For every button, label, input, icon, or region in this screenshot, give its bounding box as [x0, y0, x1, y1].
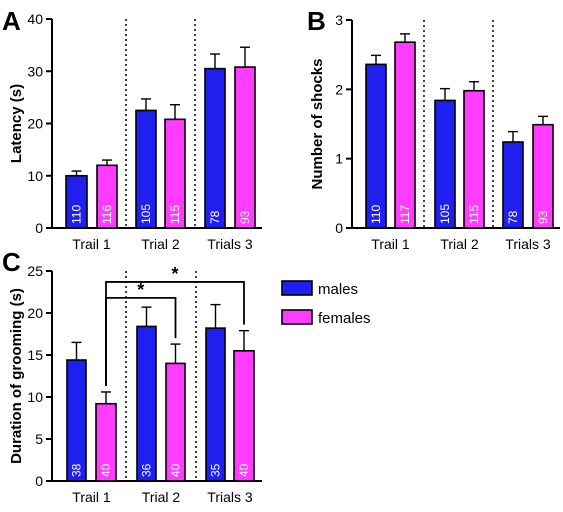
- n-label: 78: [208, 210, 222, 224]
- significance-star: *: [171, 264, 178, 284]
- n-label: 40: [169, 463, 183, 477]
- y-tick-label: 1: [335, 151, 343, 167]
- bar-males: [66, 359, 87, 482]
- n-label: 117: [398, 205, 412, 224]
- n-label: 110: [369, 205, 383, 224]
- n-label: 105: [139, 204, 153, 224]
- n-label: 40: [237, 463, 251, 477]
- y-tick-label: 30: [27, 63, 43, 79]
- y-tick-label: 15: [27, 347, 43, 363]
- n-label: 93: [536, 210, 550, 224]
- y-axis-label: Latency (s): [8, 84, 25, 163]
- y-axis-label: Duration of grooming (s): [8, 288, 25, 464]
- y-tick-label: 3: [335, 12, 343, 28]
- legend: males females: [281, 280, 371, 327]
- n-label: 115: [467, 205, 481, 224]
- x-tick-label: Trail 1: [72, 489, 111, 505]
- n-label: 78: [506, 210, 520, 224]
- bar-females: [394, 41, 416, 229]
- significance-star: *: [137, 280, 144, 300]
- x-tick-label: Trial 2: [141, 236, 180, 252]
- n-label: 40: [99, 463, 113, 477]
- bar-males: [204, 67, 226, 229]
- y-axis-label: Number of shocks: [309, 59, 326, 190]
- y-tick-label: 25: [27, 263, 43, 279]
- x-tick-label: Trials 3: [505, 236, 551, 252]
- n-label: 35: [209, 463, 223, 477]
- bar-females: [165, 362, 186, 482]
- x-tick-label: Trials 3: [207, 236, 253, 252]
- bar-males: [365, 63, 387, 229]
- panel-b: B 0 1 2 3 Number of shocks 110 117 Trail 1 105 115…: [307, 6, 560, 252]
- panel-letter: B: [307, 6, 326, 36]
- bar-females: [233, 349, 255, 482]
- y-tick-label: 0: [35, 220, 43, 236]
- y-tick-label: 0: [335, 220, 343, 236]
- x-tick-label: Trail 1: [371, 236, 410, 252]
- bar-males: [136, 325, 157, 482]
- n-label: 93: [238, 210, 252, 224]
- panel-a: A 0 10 20 30 40 Latency (s) 110 116 Trail 1 105 115…: [2, 6, 262, 252]
- y-tick-label: 5: [35, 431, 43, 447]
- legend-label-males: males: [318, 281, 358, 298]
- y-tick-label: 2: [335, 81, 343, 97]
- y-tick-label: 10: [27, 389, 43, 405]
- n-label: 36: [140, 463, 154, 477]
- y-tick-label: 10: [27, 168, 43, 184]
- n-label: 110: [70, 205, 84, 224]
- panel-letter: A: [2, 6, 21, 36]
- y-tick-label: 0: [35, 473, 43, 489]
- y-tick-label: 20: [27, 305, 43, 321]
- legend-swatch-females: [281, 309, 313, 325]
- x-tick-label: Trail 1: [72, 236, 111, 252]
- bar-females: [234, 66, 256, 229]
- n-label: 38: [70, 463, 84, 477]
- n-label: 115: [168, 205, 182, 224]
- x-tick-label: Trial 2: [142, 489, 181, 505]
- x-tick-label: Trial 2: [440, 236, 479, 252]
- n-label: 116: [100, 205, 114, 224]
- legend-swatch-males: [281, 280, 313, 296]
- bar-males: [205, 327, 226, 482]
- significance-bracket: [105, 281, 245, 386]
- legend-label-females: females: [318, 310, 371, 327]
- y-tick-label: 40: [27, 11, 43, 27]
- x-tick-label: Trials 3: [207, 489, 253, 505]
- y-tick-label: 20: [27, 116, 43, 132]
- n-label: 105: [438, 204, 452, 224]
- panel-letter: C: [2, 247, 21, 277]
